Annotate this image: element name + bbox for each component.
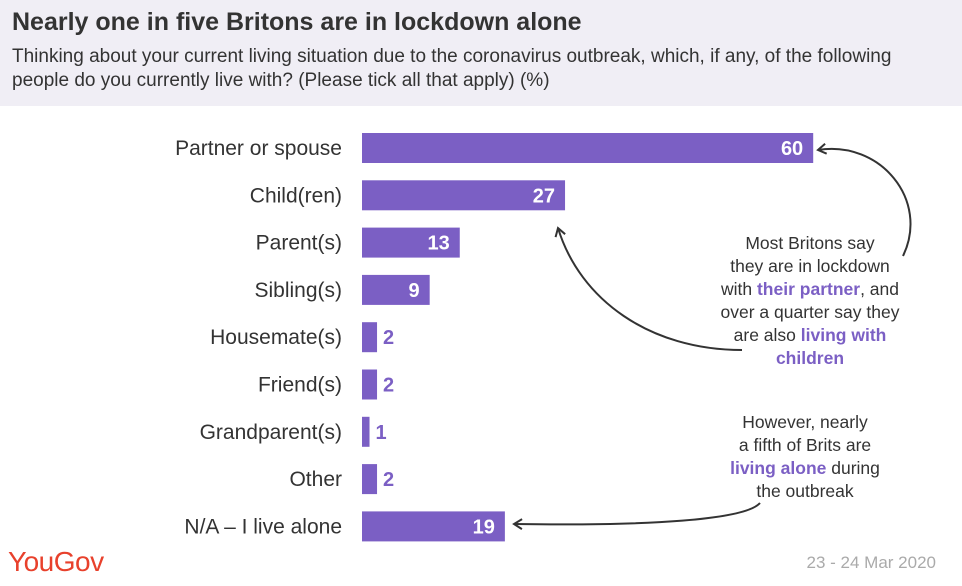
annotation-arrow-partner (816, 143, 912, 257)
yougov-logo: YouGov (8, 546, 104, 577)
annotation-line: a fifth of Brits are (738, 435, 872, 455)
annotation-line: Most Britons say (745, 233, 875, 253)
value-label: 2 (383, 327, 394, 349)
category-label: Grandparent(s) (200, 421, 342, 444)
header-band: Nearly one in five Britons are in lockdo… (0, 0, 962, 106)
annotation-line: the outbreak (756, 481, 854, 501)
annotation-line: However, nearly (742, 412, 868, 432)
bar (362, 133, 814, 163)
value-label: 1 (376, 422, 387, 444)
bar (362, 511, 505, 542)
highlight-children: children (775, 348, 845, 368)
annotation-partner-children: Most Britons say they are in lockdown wi… (690, 232, 930, 370)
value-label: 13 (428, 233, 450, 255)
category-label: Other (289, 468, 342, 491)
category-label: Parent(s) (256, 232, 342, 255)
bar (362, 322, 378, 353)
category-label: Sibling(s) (254, 279, 342, 302)
annotation-arrow-alone (512, 502, 761, 530)
bar (362, 227, 460, 258)
category-label: Housemate(s) (210, 326, 342, 349)
bar (362, 369, 378, 400)
annotation-line: over a quarter say they (720, 302, 900, 322)
category-label: N/A – I live alone (184, 515, 342, 538)
highlight-their-partner: their partner (756, 279, 861, 299)
category-label: Friend(s) (258, 374, 342, 397)
annotation-line: are also living with (733, 325, 887, 345)
bar (362, 274, 430, 305)
value-label: 9 (409, 280, 420, 302)
category-label: Child(ren) (250, 184, 342, 207)
highlight-living-with: living with (800, 325, 887, 345)
annotation-line: they are in lockdown (730, 256, 890, 276)
value-label: 2 (383, 469, 394, 491)
annotation-line: children (690, 347, 930, 370)
highlight-living-alone: living alone (730, 458, 827, 478)
bar (362, 464, 378, 495)
bar (362, 416, 370, 447)
value-label: 27 (533, 185, 555, 207)
annotation-alone: However, nearly a fifth of Brits are liv… (700, 411, 910, 503)
value-label: 19 (473, 516, 495, 538)
bar (362, 180, 566, 211)
annotation-line: with their partner, and (721, 279, 899, 299)
bars-group: Partner or spouse 60 Child(ren) 27 Parent(s)… (175, 133, 814, 542)
annotation-arrow-children (554, 226, 743, 351)
chart-title: Nearly one in five Britons are in lockdo… (12, 8, 582, 36)
survey-date: 23 - 24 Mar 2020 (806, 553, 936, 572)
category-label: Partner or spouse (175, 137, 342, 160)
value-label: 60 (781, 138, 803, 160)
chart-subtitle: Thinking about your current living situa… (12, 46, 892, 91)
annotation-line: living alone during (730, 458, 880, 478)
value-label: 2 (383, 375, 394, 397)
